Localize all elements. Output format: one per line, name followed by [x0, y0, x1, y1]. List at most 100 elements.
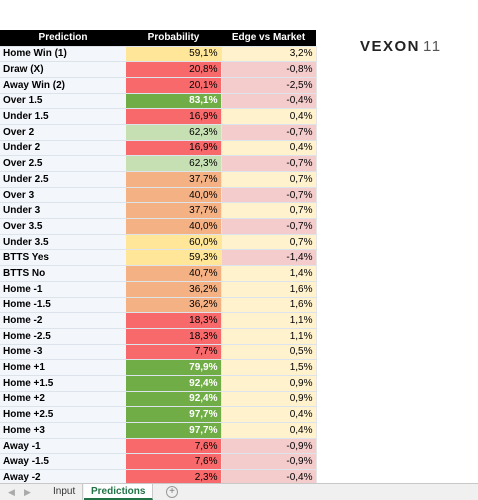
table-row: Home +2 92,4% 0,9%: [0, 391, 317, 408]
probability-cell: 7,6%: [126, 438, 222, 455]
prediction-cell: Over 3.5: [0, 218, 126, 235]
logo-number: 11: [423, 38, 442, 55]
prediction-cell: Over 2.5: [0, 155, 126, 172]
table-row: Over 2 62,3% -0,7%: [0, 124, 317, 141]
prediction-cell: Away -1.5: [0, 453, 126, 471]
table-row: Home -2.5 18,3% 1,1%: [0, 328, 317, 345]
prediction-cell: Under 3.5: [0, 234, 126, 251]
probability-cell: 92,4%: [126, 391, 222, 408]
probability-cell: 92,4%: [126, 375, 222, 392]
table-row: Under 2.5 37,7% 0,7%: [0, 171, 317, 188]
edge-cell: 1,1%: [221, 328, 317, 345]
probability-cell: 60,0%: [126, 234, 222, 251]
prediction-cell: BTTS Yes: [0, 249, 126, 267]
add-sheet[interactable]: +: [166, 486, 178, 498]
probability-cell: 62,3%: [126, 155, 222, 172]
predictions-table: Prediction Probability Edge vs Market Ho…: [0, 30, 317, 483]
probability-cell: 2,3%: [126, 469, 222, 483]
probability-cell: 37,7%: [126, 202, 222, 220]
table-row: Home -2 18,3% 1,1%: [0, 312, 317, 329]
edge-cell: 0,5%: [221, 344, 317, 361]
edge-cell: 0,7%: [221, 202, 317, 220]
probability-cell: 62,3%: [126, 124, 222, 141]
edge-cell: 1,5%: [221, 359, 317, 376]
table-row: Away -1 7,6% -0,9%: [0, 438, 317, 455]
probability-cell: 97,7%: [126, 406, 222, 423]
edge-cell: 3,2%: [221, 46, 317, 63]
prediction-cell: Under 2: [0, 140, 126, 157]
table-row: Over 3 40,0% -0,7%: [0, 187, 317, 204]
prediction-cell: Draw (X): [0, 61, 126, 78]
edge-cell: -0,9%: [221, 453, 317, 471]
prediction-cell: Over 1.5: [0, 93, 126, 110]
table-row: Draw (X) 20,8% -0,8%: [0, 61, 317, 78]
probability-cell: 40,7%: [126, 265, 222, 282]
probability-cell: 40,0%: [126, 187, 222, 204]
table-row: BTTS No 40,7% 1,4%: [0, 265, 317, 282]
probability-cell: 83,1%: [126, 93, 222, 110]
prediction-cell: Over 2: [0, 124, 126, 141]
probability-cell: 36,2%: [126, 297, 222, 314]
probability-cell: 79,9%: [126, 359, 222, 376]
column-header: Edge vs Market: [221, 30, 316, 47]
prediction-cell: Home -2: [0, 312, 126, 329]
probability-cell: 7,7%: [126, 344, 222, 361]
probability-cell: 20,1%: [126, 77, 222, 94]
edge-cell: -0,4%: [221, 93, 317, 110]
sheet-tab[interactable]: Predictions: [84, 484, 154, 500]
table-row: Away -2 2,3% -0,4%: [0, 469, 317, 483]
prediction-cell: Under 3: [0, 202, 126, 220]
table-row: Away Win (2) 20,1% -2,5%: [0, 77, 317, 94]
table-row: Under 3.5 60,0% 0,7%: [0, 234, 317, 251]
table-row: Under 3 37,7% 0,7%: [0, 202, 317, 220]
probability-cell: 97,7%: [126, 422, 222, 439]
edge-cell: -0,8%: [221, 61, 317, 78]
header-row: Prediction Probability Edge vs Market: [0, 30, 316, 47]
edge-cell: 0,4%: [221, 108, 317, 125]
prediction-cell: Over 3: [0, 187, 126, 204]
prediction-cell: Home +1.5: [0, 375, 126, 392]
prediction-cell: Away Win (2): [0, 77, 126, 94]
edge-cell: 0,4%: [221, 406, 317, 423]
logo-name: VEXON: [360, 38, 421, 55]
edge-cell: -1,4%: [221, 249, 317, 267]
probability-cell: 36,2%: [126, 281, 222, 298]
edge-cell: -0,7%: [221, 155, 317, 172]
edge-cell: 1,1%: [221, 312, 317, 329]
probability-cell: 59,3%: [126, 249, 222, 267]
edge-cell: -0,9%: [221, 438, 317, 455]
edge-cell: 0,9%: [221, 391, 317, 408]
scroll-left[interactable]: ◀: [8, 487, 15, 497]
probability-cell: 40,0%: [126, 218, 222, 235]
prediction-cell: Under 1.5: [0, 108, 126, 125]
probability-cell: 7,6%: [126, 453, 222, 471]
table-row: Over 1.5 83,1% -0,4%: [0, 93, 317, 110]
edge-cell: 0,4%: [221, 140, 317, 157]
table-row: BTTS Yes 59,3% -1,4%: [0, 249, 317, 267]
column-header: Probability: [126, 30, 221, 47]
scroll-right[interactable]: ▶: [24, 487, 31, 497]
prediction-cell: Home +3: [0, 422, 126, 439]
sheet-tabs: ◀ ▶ Input Predictions +: [0, 483, 478, 500]
sheet-tab[interactable]: Input: [46, 484, 84, 500]
edge-cell: 1,6%: [221, 297, 317, 314]
edge-cell: 1,4%: [221, 265, 317, 282]
prediction-cell: Home -1.5: [0, 297, 126, 314]
prediction-cell: Away -2: [0, 469, 126, 483]
probability-cell: 20,8%: [126, 61, 222, 78]
edge-cell: -0,7%: [221, 187, 317, 204]
table-row: Home +1 79,9% 1,5%: [0, 359, 317, 376]
table-row: Over 2.5 62,3% -0,7%: [0, 155, 317, 172]
edge-cell: -0,7%: [221, 124, 317, 141]
prediction-cell: Home Win (1): [0, 46, 126, 63]
edge-cell: 0,7%: [221, 234, 317, 251]
logo: VEXON 11: [360, 38, 442, 55]
table-row: Home +3 97,7% 0,4%: [0, 422, 317, 439]
prediction-cell: Home +2.5: [0, 406, 126, 423]
edge-cell: 1,6%: [221, 281, 317, 298]
prediction-cell: Home -3: [0, 344, 126, 361]
table-row: Under 2 16,9% 0,4%: [0, 140, 317, 157]
edge-cell: -2,5%: [221, 77, 317, 94]
column-header: Prediction: [0, 30, 126, 47]
